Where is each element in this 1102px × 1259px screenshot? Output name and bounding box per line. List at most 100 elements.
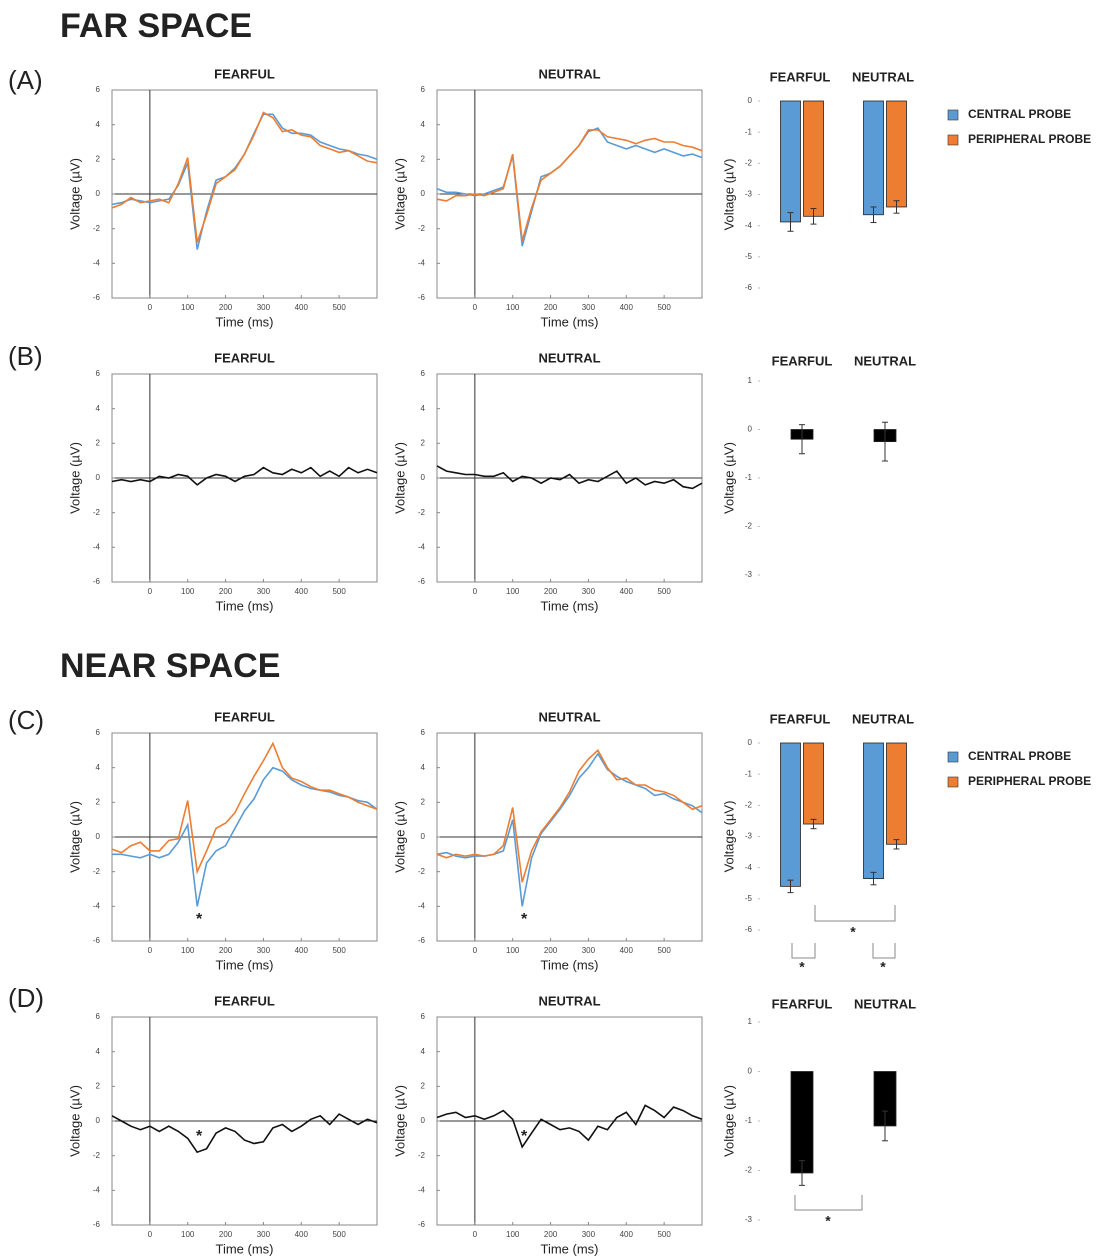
section-heading: NEAR SPACE <box>60 647 280 685</box>
y-tick-label: -2 <box>93 1151 101 1160</box>
y-tick-label: -6 <box>93 293 101 302</box>
chart-title: NEUTRAL <box>538 993 600 1008</box>
y-tick-label: -4 <box>93 901 101 910</box>
legend-swatch <box>947 134 959 146</box>
y-tick-label: -6 <box>418 293 426 302</box>
x-tick-label: 100 <box>181 587 195 596</box>
x-tick-label: 300 <box>257 946 271 955</box>
x-tick-label: 0 <box>473 303 478 312</box>
x-tick-label: 400 <box>295 1230 309 1239</box>
x-tick-label: 400 <box>620 946 634 955</box>
y-axis-label: Voltage (µV) <box>721 801 736 873</box>
y-axis-label: Voltage (µV) <box>721 159 736 231</box>
x-tick-label: 100 <box>181 946 195 955</box>
waveform <box>436 749 703 883</box>
y-axis-label: Voltage (µV) <box>67 442 82 514</box>
y-tick-label: 4 <box>96 120 101 129</box>
y-axis-label: Voltage (µV) <box>721 442 736 514</box>
y-tick-label: -4 <box>418 258 426 267</box>
y-tick-label: 0 <box>748 96 753 105</box>
y-tick-label: -2 <box>418 508 426 517</box>
y-axis-label: Voltage (µV) <box>67 158 82 230</box>
panel-label: (D) <box>8 983 44 1013</box>
error-bar <box>882 1110 888 1142</box>
y-tick-label: 0 <box>96 832 101 841</box>
waveform <box>111 466 378 486</box>
significance-bracket <box>794 1195 863 1211</box>
y-tick-label: -5 <box>745 894 753 903</box>
y-tick-label: 0 <box>748 425 753 434</box>
y-tick-label: 0 <box>421 189 426 198</box>
x-tick-label: 0 <box>148 1230 153 1239</box>
x-tick-label: 200 <box>544 946 558 955</box>
bar <box>863 742 884 879</box>
x-tick-label: 300 <box>582 587 596 596</box>
chart-title: FEARFUL <box>214 993 275 1008</box>
y-tick-label: 6 <box>421 1012 426 1021</box>
x-tick-label: 400 <box>295 946 309 955</box>
x-tick-label: 0 <box>148 946 153 955</box>
category-label: NEUTRAL <box>854 996 916 1011</box>
y-tick-label: 2 <box>96 797 101 806</box>
y-tick-label: -4 <box>93 542 101 551</box>
waveform <box>111 111 378 243</box>
y-axis-label: Voltage (µV) <box>392 1085 407 1157</box>
chart-title: FEARFUL <box>214 350 275 365</box>
waveform <box>111 1113 378 1154</box>
y-tick-label: -4 <box>418 901 426 910</box>
y-tick-label: -4 <box>418 1185 426 1194</box>
y-tick-label: 6 <box>96 728 101 737</box>
x-tick-label: 200 <box>219 587 233 596</box>
y-tick-label: -4 <box>418 542 426 551</box>
significance-star: * <box>825 1213 831 1229</box>
section-heading: FAR SPACE <box>60 7 252 45</box>
y-tick-label: 4 <box>421 120 426 129</box>
error-bar <box>787 212 794 232</box>
bar <box>863 100 884 216</box>
y-tick-label: 2 <box>421 797 426 806</box>
significance-star: * <box>521 911 528 928</box>
bar <box>780 100 801 223</box>
error-bar <box>870 206 877 224</box>
y-tick-label: 4 <box>421 763 426 772</box>
y-tick-label: -3 <box>745 570 753 579</box>
category-label: FEARFUL <box>770 711 831 726</box>
chart-title: FEARFUL <box>214 66 275 81</box>
x-tick-label: 500 <box>332 946 346 955</box>
waveform <box>436 752 703 907</box>
y-axis-label: Voltage (µV) <box>392 158 407 230</box>
y-tick-label: -6 <box>418 1220 426 1229</box>
y-tick-label: -1 <box>745 473 753 482</box>
significance-star: * <box>850 924 856 940</box>
waveform <box>436 1104 703 1149</box>
x-tick-label: 400 <box>620 303 634 312</box>
x-tick-label: 300 <box>257 303 271 312</box>
x-tick-label: 500 <box>332 1230 346 1239</box>
bar <box>886 100 907 208</box>
y-tick-label: -6 <box>418 936 426 945</box>
y-tick-label: 0 <box>421 1116 426 1125</box>
y-tick-label: -1 <box>745 1116 753 1125</box>
y-tick-label: 2 <box>96 1081 101 1090</box>
bar <box>790 1071 814 1174</box>
y-tick-label: -3 <box>745 832 753 841</box>
x-axis-label: Time (ms) <box>215 1241 273 1256</box>
bar <box>780 742 801 887</box>
legend-label: CENTRAL PROBE <box>968 749 1071 763</box>
legend-label: CENTRAL PROBE <box>968 107 1071 121</box>
x-tick-label: 500 <box>657 587 671 596</box>
legend-swatch <box>947 109 959 121</box>
significance-bracket <box>791 943 816 959</box>
y-tick-label: 6 <box>421 85 426 94</box>
x-tick-label: 0 <box>148 587 153 596</box>
x-tick-label: 200 <box>544 303 558 312</box>
category-label: NEUTRAL <box>854 353 916 368</box>
y-tick-label: 6 <box>96 1012 101 1021</box>
y-tick-label: 6 <box>421 728 426 737</box>
y-tick-label: -6 <box>93 577 101 586</box>
x-tick-label: 400 <box>295 587 309 596</box>
error-bar <box>870 871 877 886</box>
y-tick-label: -5 <box>745 252 753 261</box>
x-tick-label: 200 <box>219 946 233 955</box>
y-tick-label: 4 <box>96 1047 101 1056</box>
